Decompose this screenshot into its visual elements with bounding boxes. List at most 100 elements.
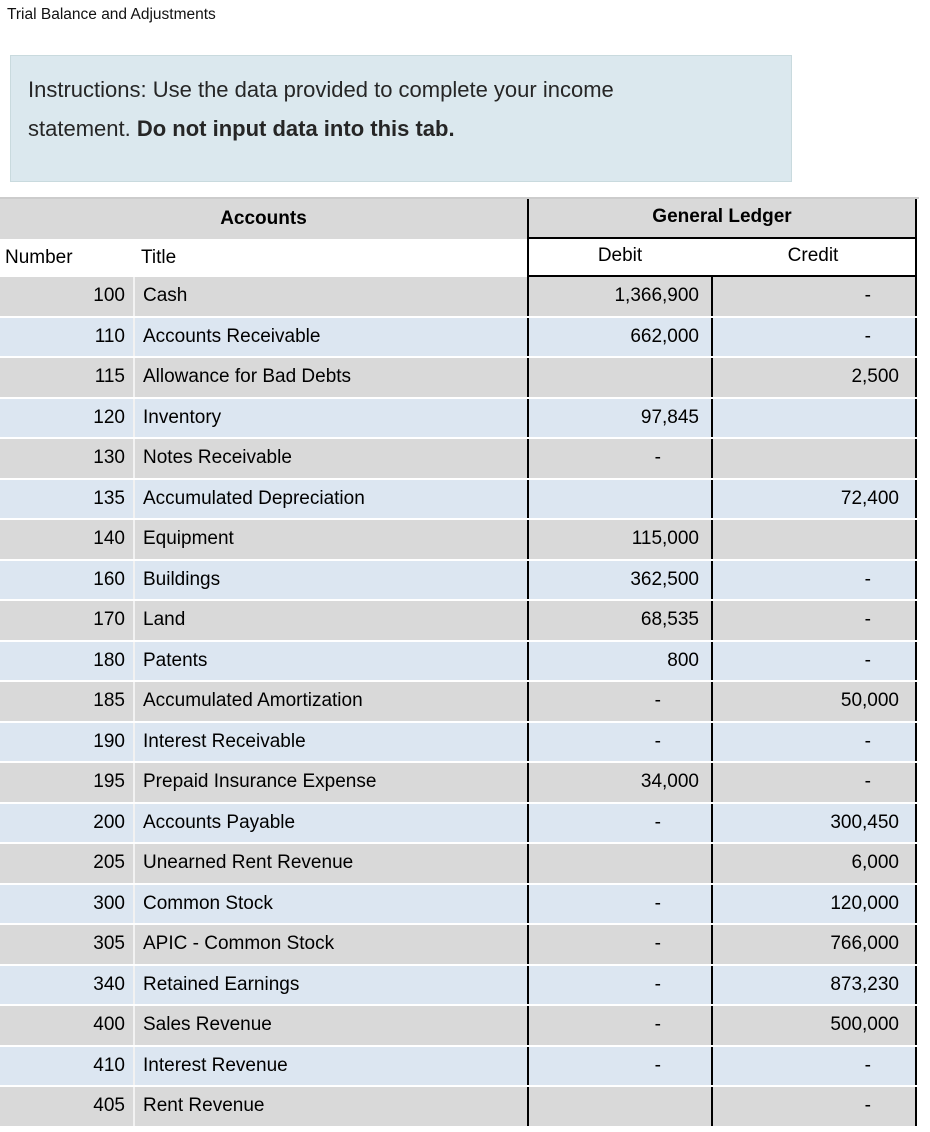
cell-title[interactable]: Inventory [133,398,527,437]
cell-debit[interactable]: - [527,1046,711,1085]
cell-credit[interactable] [711,398,917,437]
cell-credit[interactable]: 6,000 [711,844,917,883]
table-row: 140 Equipment 115,000 [0,520,917,561]
cell-title[interactable]: Rent Revenue [133,1087,527,1126]
cell-debit[interactable] [527,479,711,518]
cell-title[interactable]: Land [133,601,527,640]
title-column-header[interactable]: Title [141,247,177,268]
cell-credit[interactable]: - [711,601,917,640]
cell-debit[interactable]: - [527,439,711,478]
cell-debit[interactable]: 662,000 [527,317,711,356]
cell-number[interactable]: 340 [0,965,133,1004]
cell-title[interactable]: Cash [133,277,527,316]
table-row: 170 Land 68,535- [0,601,917,642]
cell-debit[interactable]: 34,000 [527,763,711,802]
general-ledger-group-header[interactable]: General Ledger [527,199,917,239]
cell-number[interactable]: 405 [0,1087,133,1126]
cell-debit[interactable]: 1,366,900 [527,277,711,316]
cell-debit[interactable] [527,1087,711,1126]
cell-credit[interactable]: 766,000 [711,925,917,964]
cell-credit[interactable]: - [711,641,917,680]
cell-title[interactable]: Unearned Rent Revenue [133,844,527,883]
cell-number[interactable]: 190 [0,722,133,761]
table-row: 305 APIC - Common Stock -766,000 [0,925,917,966]
cell-debit[interactable]: - [527,803,711,842]
cell-debit[interactable]: - [527,925,711,964]
cell-credit[interactable]: - [711,763,917,802]
cell-title[interactable]: Accounts Payable [133,803,527,842]
cell-number[interactable]: 100 [0,277,133,316]
cell-title[interactable]: Accumulated Amortization [133,682,527,721]
cell-number[interactable]: 135 [0,479,133,518]
cell-debit[interactable]: - [527,965,711,1004]
cell-number[interactable]: 120 [0,398,133,437]
cell-title[interactable]: Retained Earnings [133,965,527,1004]
cell-number[interactable]: 400 [0,1006,133,1045]
cell-number[interactable]: 300 [0,884,133,923]
table-row: 120 Inventory 97,845 [0,398,917,439]
cell-debit[interactable]: 800 [527,641,711,680]
cell-debit[interactable]: 97,845 [527,398,711,437]
cell-credit[interactable]: - [711,722,917,761]
cell-debit[interactable]: - [527,682,711,721]
column-header-row: Number Title Debit Credit [0,239,917,277]
cell-debit[interactable]: 362,500 [527,560,711,599]
cell-credit[interactable]: - [711,317,917,356]
credit-column-header[interactable]: Credit [711,239,917,277]
cell-title[interactable]: Allowance for Bad Debts [133,358,527,397]
cell-number[interactable]: 170 [0,601,133,640]
cell-number[interactable]: 205 [0,844,133,883]
cell-debit[interactable]: - [527,1006,711,1045]
cell-number[interactable]: 160 [0,560,133,599]
cell-title[interactable]: Interest Receivable [133,722,527,761]
cell-credit[interactable]: - [711,1087,917,1126]
cell-credit[interactable]: 120,000 [711,884,917,923]
number-column-header[interactable]: Number [5,247,73,268]
cell-number[interactable]: 305 [0,925,133,964]
cell-debit[interactable]: - [527,884,711,923]
cell-number[interactable]: 110 [0,317,133,356]
cell-debit[interactable]: - [527,722,711,761]
cell-debit[interactable] [527,358,711,397]
cell-debit[interactable] [527,844,711,883]
cell-title[interactable]: Accumulated Depreciation [133,479,527,518]
cell-title[interactable]: APIC - Common Stock [133,925,527,964]
cell-number[interactable]: 410 [0,1046,133,1085]
cell-debit[interactable]: 115,000 [527,520,711,559]
cell-title[interactable]: Notes Receivable [133,439,527,478]
table-row: 400 Sales Revenue -500,000 [0,1006,917,1047]
cell-title[interactable]: Equipment [133,520,527,559]
cell-title[interactable]: Buildings [133,560,527,599]
cell-credit[interactable]: - [711,1046,917,1085]
cell-credit[interactable]: - [711,277,917,316]
cell-number[interactable]: 140 [0,520,133,559]
debit-column-header[interactable]: Debit [527,239,711,277]
table-row: 300 Common Stock -120,000 [0,884,917,925]
cell-number[interactable]: 200 [0,803,133,842]
cell-title[interactable]: Sales Revenue [133,1006,527,1045]
cell-debit[interactable]: 68,535 [527,601,711,640]
table-row: 195 Prepaid Insurance Expense 34,000- [0,763,917,804]
cell-title[interactable]: Prepaid Insurance Expense [133,763,527,802]
cell-number[interactable]: 115 [0,358,133,397]
cell-title[interactable]: Patents [133,641,527,680]
cell-credit[interactable]: 873,230 [711,965,917,1004]
cell-number[interactable]: 185 [0,682,133,721]
sheet-title: Trial Balance and Adjustments [7,6,216,23]
cell-number[interactable]: 180 [0,641,133,680]
table-row: 160 Buildings 362,500- [0,560,917,601]
cell-credit[interactable] [711,520,917,559]
cell-title[interactable]: Interest Revenue [133,1046,527,1085]
cell-credit[interactable]: - [711,560,917,599]
cell-credit[interactable]: 2,500 [711,358,917,397]
cell-credit[interactable]: 72,400 [711,479,917,518]
cell-credit[interactable]: 300,450 [711,803,917,842]
cell-number[interactable]: 195 [0,763,133,802]
accounts-group-header[interactable]: Accounts [0,199,527,239]
cell-credit[interactable]: 50,000 [711,682,917,721]
cell-title[interactable]: Accounts Receivable [133,317,527,356]
cell-credit[interactable] [711,439,917,478]
cell-title[interactable]: Common Stock [133,884,527,923]
cell-credit[interactable]: 500,000 [711,1006,917,1045]
cell-number[interactable]: 130 [0,439,133,478]
